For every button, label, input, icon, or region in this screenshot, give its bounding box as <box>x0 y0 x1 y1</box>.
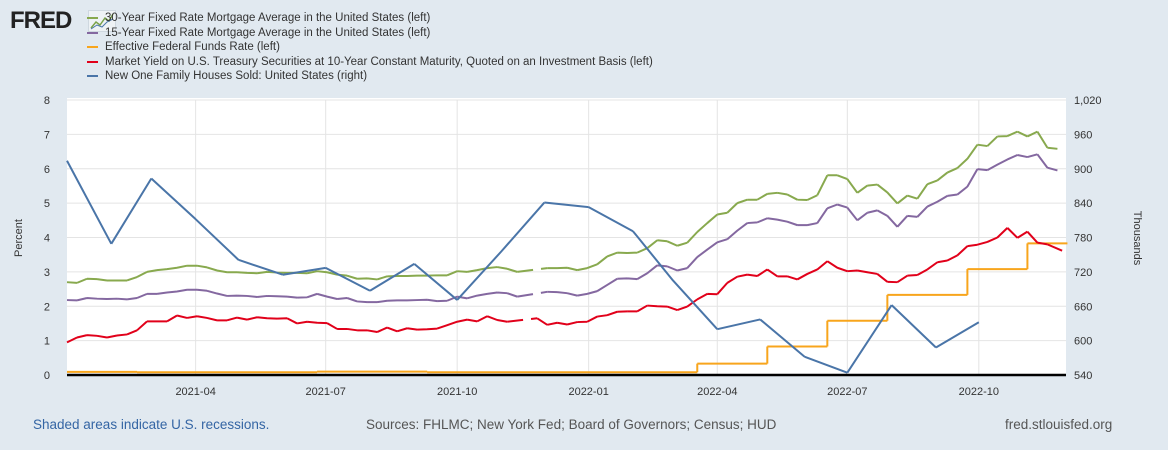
legend-label: 15-Year Fixed Rate Mortgage Average in t… <box>105 26 431 39</box>
series-line-gap <box>507 243 1068 323</box>
x-tick-label: 2022-04 <box>697 386 737 398</box>
y-left-tick-label: 3 <box>44 267 50 279</box>
legend-swatch <box>87 17 98 20</box>
series-line <box>66 153 1058 304</box>
legend-label: 30-Year Fixed Rate Mortgage Average in t… <box>105 12 431 25</box>
series-10-year-treasury-yield <box>66 227 1068 344</box>
y-right-tick-label: 1,020 <box>1074 95 1102 107</box>
fred-logo[interactable]: FRED <box>10 7 72 34</box>
legend-swatch <box>87 46 98 49</box>
x-tick-label: 2022-10 <box>959 386 999 398</box>
legend-label: Effective Federal Funds Rate (left) <box>105 41 280 54</box>
legend-item-fedfunds[interactable]: Effective Federal Funds Rate (left) <box>87 40 653 55</box>
x-tick-label: 2022-01 <box>568 386 608 398</box>
x-tick-label: 2021-10 <box>437 386 477 398</box>
legend-swatch <box>87 75 98 78</box>
fred-chart-icon <box>88 10 116 32</box>
legend-item-houses-sold[interactable]: New One Family Houses Sold: United State… <box>87 69 653 84</box>
x-tick-label: 2022-07 <box>827 386 867 398</box>
series-new-one-family-houses-sold <box>66 160 980 374</box>
legend-item-30yr[interactable]: 30-Year Fixed Rate Mortgage Average in t… <box>87 11 653 26</box>
y-axis-left-label: Percent <box>13 219 25 257</box>
sources-text: Sources: FHLMC; New York Fed; Board of G… <box>366 417 777 432</box>
y-left-tick-label: 8 <box>44 95 50 107</box>
y-right-tick-label: 900 <box>1074 164 1092 176</box>
series-line <box>66 160 980 374</box>
y-right-tick-label: 840 <box>1074 198 1092 210</box>
y-right-tick-label: 540 <box>1074 370 1092 382</box>
site-link[interactable]: fred.stlouisfed.org <box>1005 417 1113 432</box>
y-left-tick-label: 1 <box>44 336 50 348</box>
chart-legend: 30-Year Fixed Rate Mortgage Average in t… <box>87 11 653 84</box>
legend-item-15yr[interactable]: 15-Year Fixed Rate Mortgage Average in t… <box>87 26 653 41</box>
legend-item-10yr-treasury[interactable]: Market Yield on U.S. Treasury Securities… <box>87 55 653 70</box>
y-right-tick-label: 780 <box>1074 233 1092 245</box>
series-line-gap <box>517 267 548 273</box>
legend-label: Market Yield on U.S. Treasury Securities… <box>105 55 653 68</box>
series-line <box>66 227 1048 344</box>
series-effective-federal-funds-rate <box>67 242 1068 374</box>
y-left-tick-label: 2 <box>44 301 50 313</box>
legend-label: New One Family Houses Sold: United State… <box>105 70 368 83</box>
y-left-tick-label: 7 <box>44 129 50 141</box>
y-axis-right-label: Thousands <box>1131 211 1143 266</box>
recessions-note-link[interactable]: Shaded areas indicate U.S. recessions. <box>33 417 270 432</box>
y-left-tick-label: 6 <box>44 164 50 176</box>
legend-swatch <box>87 31 98 34</box>
legend-swatch <box>87 60 98 63</box>
y-right-tick-label: 600 <box>1074 336 1092 348</box>
series-line-gap <box>67 242 1068 374</box>
y-left-tick-label: 0 <box>44 370 50 382</box>
series-15-year-fixed-rate-mortgage <box>66 153 1058 304</box>
y-right-tick-label: 960 <box>1074 129 1092 141</box>
y-left-tick-label: 4 <box>44 233 50 245</box>
x-tick-label: 2021-04 <box>175 386 215 398</box>
y-right-tick-label: 660 <box>1074 301 1092 313</box>
series-line-gap <box>517 290 548 298</box>
y-right-tick-label: 720 <box>1074 267 1092 279</box>
x-tick-label: 2021-07 <box>305 386 345 398</box>
y-left-tick-label: 5 <box>44 198 50 210</box>
